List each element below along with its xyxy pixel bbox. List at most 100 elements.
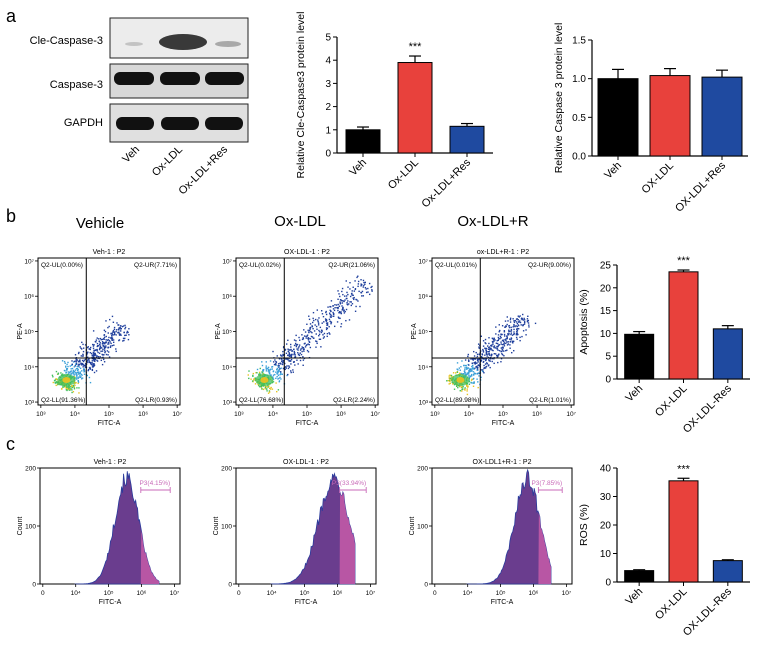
flow-event	[111, 332, 113, 335]
flow-event	[309, 323, 312, 325]
flow-event	[81, 359, 84, 362]
flow-event	[503, 345, 506, 347]
flow-event	[308, 331, 310, 334]
flow-event	[500, 343, 502, 345]
flow-event	[466, 367, 469, 370]
flow-event	[462, 373, 465, 375]
flow-event	[312, 337, 315, 339]
flow-title: OX-LDL-1 : P2	[284, 249, 330, 256]
hist-ytick-label: 100	[221, 524, 232, 531]
flow-event	[280, 373, 282, 375]
flow-event	[526, 320, 529, 322]
apo-ytick-label: 10	[600, 329, 612, 340]
flow-event	[499, 349, 501, 352]
band-label-cle-caspase3: Cle-Caspase-3	[30, 35, 103, 47]
flow-event	[338, 317, 340, 319]
cas-bar-2	[701, 76, 743, 157]
flow-event	[484, 363, 487, 365]
apo-ylabel: Apoptosis (%)	[578, 289, 590, 354]
flow-event	[516, 334, 518, 336]
flow-event	[448, 375, 450, 377]
band-label-gapdh: GAPDH	[64, 117, 103, 129]
flow-event	[290, 355, 293, 357]
flow-event	[516, 338, 518, 340]
flow-event	[317, 320, 319, 323]
flow-event	[362, 295, 365, 297]
flow-event	[503, 343, 505, 345]
flow-event	[70, 368, 72, 370]
flow-event	[358, 290, 360, 293]
flow-event	[509, 330, 511, 332]
flow-event	[477, 372, 480, 374]
cas-bar-1	[649, 75, 691, 157]
flow-event	[500, 333, 502, 335]
flow-event	[353, 296, 355, 299]
flow-event	[296, 343, 299, 346]
flow-event	[61, 387, 63, 390]
flow-event	[493, 340, 495, 343]
flow-event	[472, 359, 474, 361]
flow-event	[497, 349, 499, 351]
flow-event	[301, 334, 303, 336]
flow-event	[506, 344, 509, 346]
flow-event	[527, 315, 529, 317]
flow-event	[492, 343, 494, 345]
flow-event	[285, 343, 288, 345]
flow-event	[266, 390, 268, 392]
flow-event	[75, 373, 77, 375]
flow-event	[91, 368, 94, 371]
flow-event	[266, 368, 269, 370]
flow-xtick-label: 10⁷	[370, 411, 380, 418]
flow-event	[371, 289, 373, 291]
cas-ylabel: Relative Caspase 3 protein level	[553, 23, 565, 174]
flow-event	[123, 339, 125, 342]
flow-event	[70, 373, 72, 376]
flow-event	[99, 356, 101, 358]
flow-ytick-label: 10⁵	[418, 329, 428, 336]
cle-bar-1	[397, 62, 433, 154]
flow-event	[496, 342, 499, 345]
flow-event	[338, 310, 341, 313]
flow-event	[74, 369, 77, 371]
flow-event	[317, 322, 320, 324]
flow-event	[475, 365, 478, 368]
flow-event	[516, 332, 518, 334]
flow-event	[261, 364, 264, 367]
ros-bar-1	[668, 480, 699, 583]
flow-event	[318, 335, 320, 337]
flow-event	[474, 358, 476, 360]
flow-event	[501, 349, 504, 351]
flow-event	[457, 386, 459, 389]
flow-event	[105, 353, 108, 356]
flow-event	[513, 321, 516, 324]
flow-event	[330, 300, 333, 302]
ros-ylabel: ROS (%)	[578, 504, 590, 546]
flow-event	[78, 373, 80, 375]
flow-event	[75, 358, 77, 360]
flow-event	[56, 383, 59, 386]
flow-event	[311, 321, 314, 324]
flow-event	[73, 374, 76, 376]
flow-event	[306, 349, 309, 352]
ros-histogram-vehicle: Veh-1 : P2 P3(4.15%) 0 10⁴ 10⁵ 10⁶ 10⁷ 0 100 200 F…	[17, 459, 181, 606]
flow-event	[112, 330, 115, 332]
flow-event	[113, 332, 116, 334]
flow-event	[311, 336, 314, 338]
flow-event	[80, 376, 82, 378]
flow-event	[252, 374, 254, 377]
flow-event	[528, 326, 530, 328]
hist-gate-label: P3(33.94%)	[332, 480, 366, 487]
flow-event	[276, 369, 278, 371]
flow-event	[345, 308, 348, 311]
cle-ytick-label: 1	[325, 125, 331, 136]
flow-event	[282, 361, 284, 363]
blot-band-cas-oxldl	[160, 72, 200, 85]
flow-event	[498, 331, 500, 333]
flow-event	[287, 367, 290, 370]
flow-event	[255, 371, 257, 374]
flow-event	[111, 334, 113, 337]
flow-event	[76, 367, 79, 370]
flow-event	[92, 356, 95, 358]
flow-event	[472, 358, 474, 360]
flow-event	[339, 312, 341, 314]
